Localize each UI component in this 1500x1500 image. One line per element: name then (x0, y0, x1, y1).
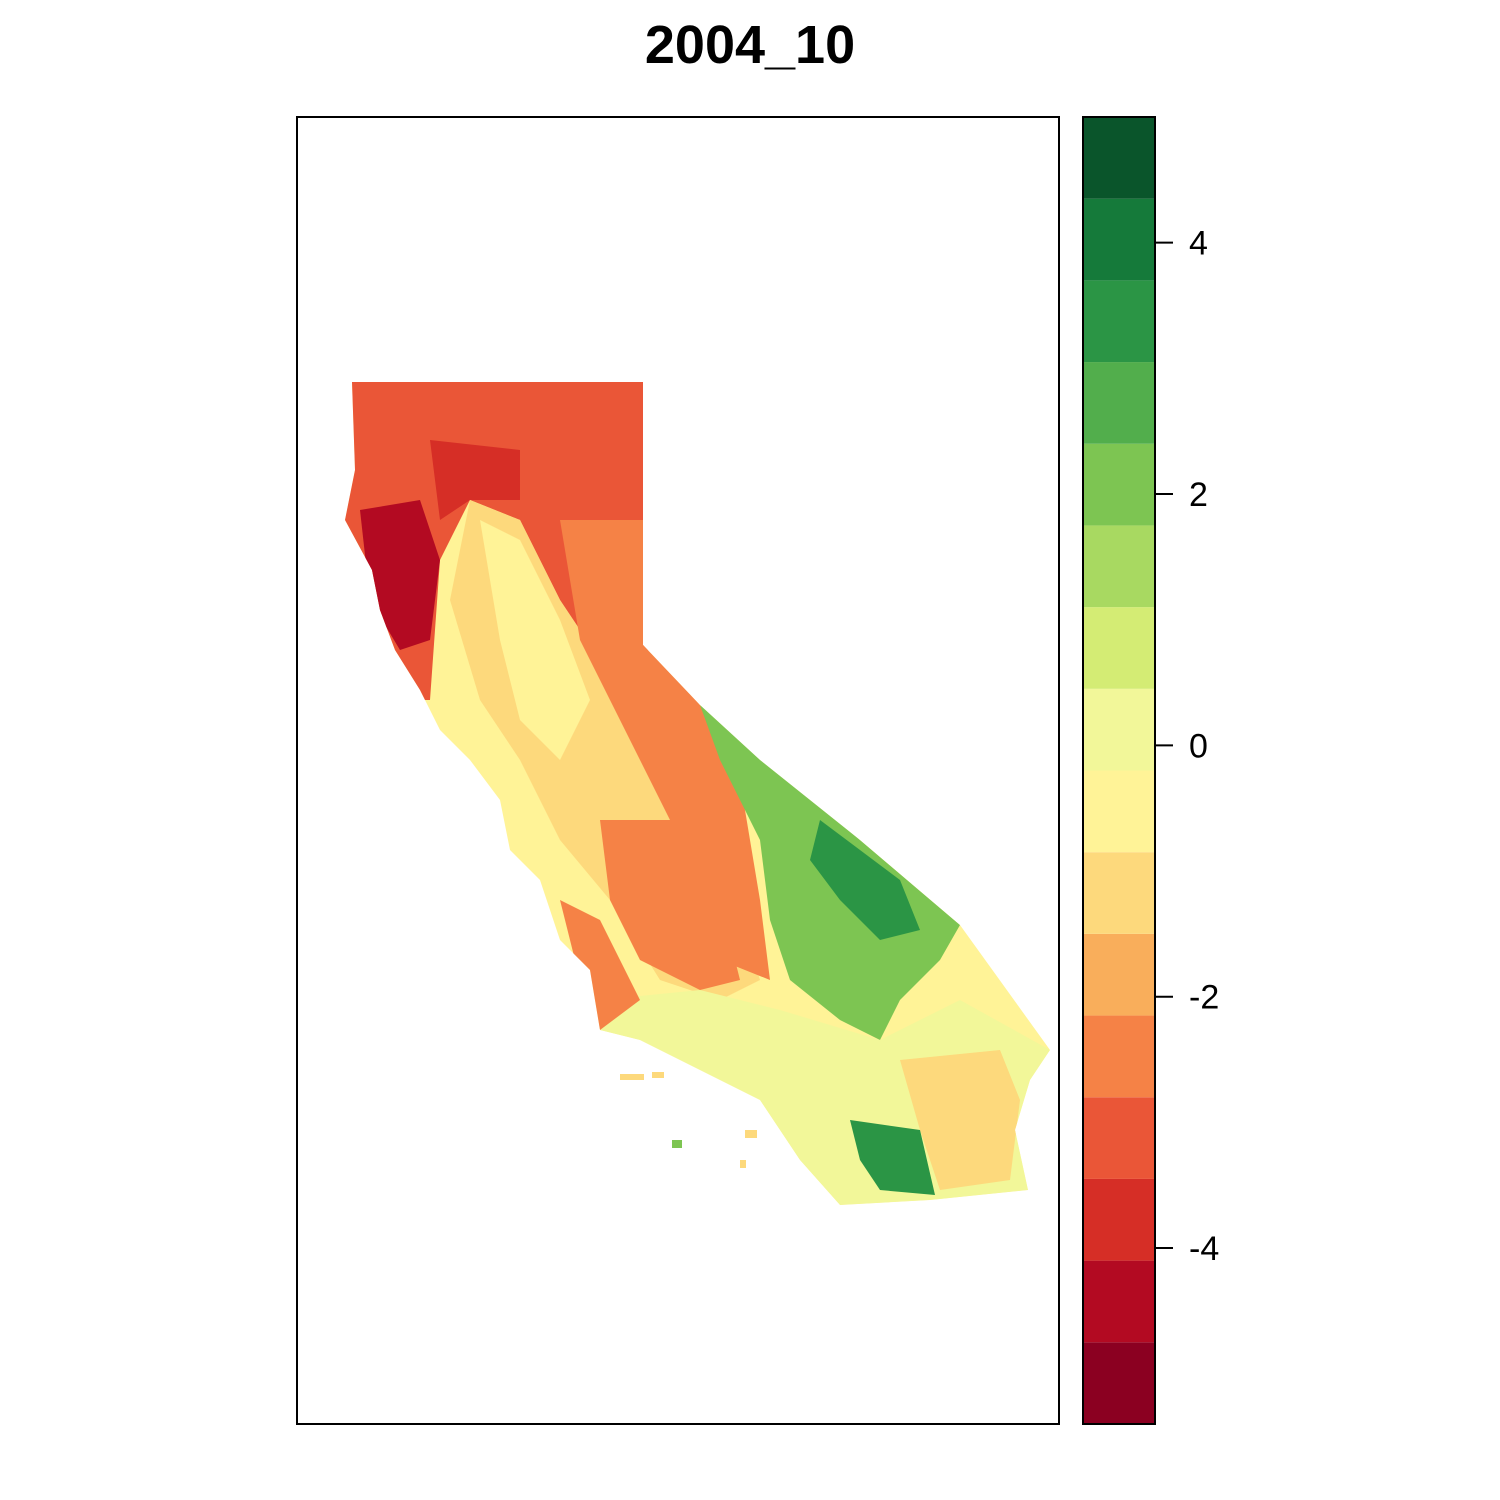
colorbar-swatch (1083, 688, 1155, 771)
island (652, 1072, 664, 1078)
island (745, 1130, 757, 1138)
colorbar-swatch (1083, 525, 1155, 608)
colorbar-swatch (1083, 362, 1155, 444)
region-valley-light (480, 520, 590, 760)
channel-islands (620, 1072, 757, 1168)
colorbar-tick-label: 2 (1189, 476, 1208, 514)
map-title: 2004_10 (644, 15, 856, 75)
region-east-dark (810, 820, 920, 940)
region-sierra (560, 520, 770, 980)
region-south-green (850, 1120, 935, 1195)
island (620, 1074, 644, 1080)
colorbar-swatch (1083, 933, 1155, 1016)
colorbar-swatch (1083, 1097, 1155, 1179)
region-south-mid (900, 1050, 1020, 1190)
colorbar-swatch (1083, 607, 1155, 689)
colorbar-swatch (1083, 280, 1155, 363)
colorbar-swatch (1083, 1342, 1155, 1424)
colorbar (1083, 117, 1155, 1424)
colorbar-swatch (1083, 1260, 1155, 1343)
colorbar-swatch (1083, 1015, 1155, 1098)
colorbar-swatch (1083, 770, 1155, 853)
colorbar-ticks: 4 2 0 -2 -4 (1155, 225, 1219, 1268)
colorbar-swatch (1083, 1178, 1155, 1261)
colorbar-tick-label: 4 (1189, 225, 1208, 263)
colorbar-swatch (1083, 198, 1155, 281)
colorbar-frame (1082, 116, 1156, 1425)
colorbar-swatch (1083, 852, 1155, 934)
island (740, 1160, 746, 1168)
region-coast-orange (560, 900, 640, 1030)
colorbar-tick-label: -2 (1189, 979, 1219, 1017)
colorbar-swatch (1083, 117, 1155, 199)
colorbar-swatch (1083, 443, 1155, 526)
colorbar-tick-label: -4 (1189, 1230, 1219, 1268)
island (672, 1140, 682, 1148)
colorbar-tick-label: 0 (1189, 727, 1208, 765)
region-southern-valley (600, 820, 740, 990)
region-north-hot (430, 440, 520, 520)
